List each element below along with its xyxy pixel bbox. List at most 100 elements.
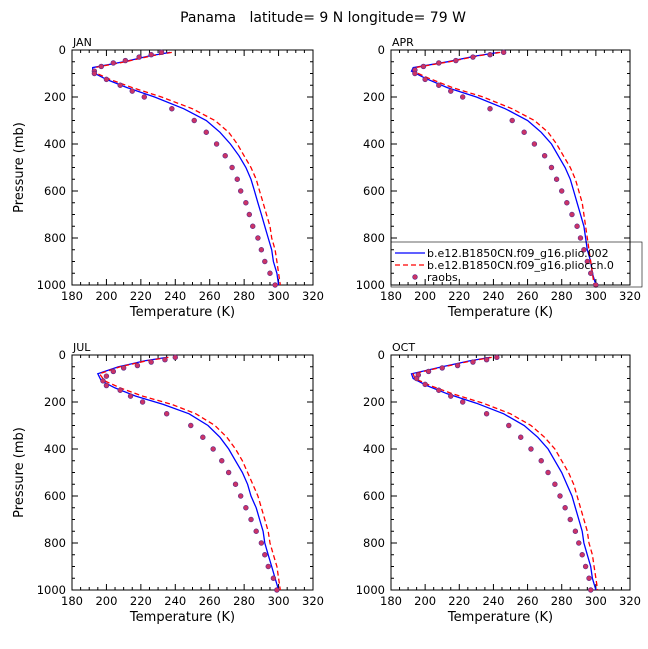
x-tick-label: 260 <box>199 289 221 303</box>
y-tick-label: 200 <box>44 90 66 104</box>
data-point <box>148 51 154 58</box>
y-tick-label: 0 <box>378 348 385 362</box>
data-point <box>448 88 454 94</box>
data-point <box>548 164 555 171</box>
y-tick-label: 0 <box>378 43 385 57</box>
data-point <box>234 176 240 182</box>
data-point <box>557 493 563 499</box>
plot-frame <box>71 49 314 286</box>
data-point <box>586 575 592 581</box>
data-point <box>470 54 476 60</box>
data-point <box>553 176 560 182</box>
data-point <box>483 411 490 417</box>
data-point <box>448 393 454 399</box>
data-point <box>541 153 548 159</box>
x-tick-label: 240 <box>164 289 186 303</box>
data-point <box>258 540 265 546</box>
series-raobs <box>413 354 594 593</box>
data-point <box>191 117 197 124</box>
data-point <box>470 359 476 365</box>
y-axis-label: Pressure (mb) <box>12 427 27 518</box>
data-point <box>100 378 106 384</box>
y-tick-label: 1000 <box>37 583 66 597</box>
x-tick-label: 180 <box>380 594 402 608</box>
data-point <box>422 76 428 83</box>
series-raobs <box>412 49 599 288</box>
x-tick-label: 320 <box>302 594 324 608</box>
data-point <box>229 164 235 171</box>
y-tick-label: 600 <box>44 489 66 503</box>
y-tick-label: 400 <box>44 442 66 456</box>
data-point <box>110 368 117 375</box>
data-point <box>436 82 442 88</box>
data-point <box>564 200 570 206</box>
panel-jul: JUL 180 200 220 240 260 280 300 320 0 200 400 600 800… <box>12 341 324 625</box>
y-tick-label: 200 <box>44 395 66 409</box>
x-tick-label: 200 <box>95 594 117 608</box>
y-tick-label: 800 <box>44 536 66 550</box>
data-point <box>572 528 579 534</box>
x-tick-label: 240 <box>482 594 504 608</box>
panel-label: JAN <box>72 36 92 49</box>
data-point <box>436 387 442 393</box>
data-point <box>139 399 146 405</box>
y-tick-label: 200 <box>363 395 385 409</box>
y-tick-label: 400 <box>44 137 66 151</box>
data-point <box>460 399 466 405</box>
y-tick-label: 800 <box>363 536 385 550</box>
x-tick-label: 300 <box>585 594 607 608</box>
data-point <box>579 552 585 558</box>
data-point <box>117 387 123 393</box>
x-tick-label: 200 <box>414 594 436 608</box>
x-tick-label: 220 <box>448 594 470 608</box>
data-point <box>518 434 524 440</box>
data-point <box>262 258 268 265</box>
data-point <box>569 211 575 218</box>
data-point <box>136 54 142 60</box>
data-point <box>422 381 428 388</box>
series-line-pliocch <box>412 356 599 591</box>
data-point <box>412 70 418 77</box>
x-tick-label: 180 <box>61 594 83 608</box>
data-point <box>262 552 268 558</box>
data-point <box>188 422 194 429</box>
data-point <box>272 282 278 288</box>
x-tick-label: 260 <box>517 289 539 303</box>
legend-marker <box>412 274 418 280</box>
y-tick-label: 400 <box>363 442 385 456</box>
data-point <box>454 362 461 369</box>
figure-title: Panama latitude= 9 N longitude= 79 W <box>180 10 466 26</box>
data-point <box>103 373 110 379</box>
data-point <box>120 365 127 371</box>
data-point <box>148 359 154 365</box>
y-axis-label: Pressure (mb) <box>12 122 27 213</box>
data-point <box>243 505 249 511</box>
data-point <box>500 49 507 56</box>
data-point <box>562 505 568 511</box>
x-tick-label: 280 <box>551 594 573 608</box>
data-point <box>258 247 265 253</box>
data-point <box>141 94 148 100</box>
x-tick-label: 180 <box>380 289 402 303</box>
x-tick-label: 180 <box>61 289 83 303</box>
data-point <box>588 587 594 593</box>
data-point <box>210 446 216 452</box>
data-point <box>200 434 206 440</box>
x-tick-label: 220 <box>130 289 152 303</box>
y-tick-label: 600 <box>44 184 66 198</box>
x-tick-label: 280 <box>551 289 573 303</box>
data-point <box>581 247 587 253</box>
data-point <box>436 60 442 66</box>
x-tick-label: 200 <box>414 289 436 303</box>
data-point <box>265 563 271 570</box>
data-point <box>158 49 165 56</box>
data-point <box>413 375 420 382</box>
data-point <box>588 270 594 276</box>
plot-frame <box>71 354 314 591</box>
data-point <box>232 481 239 487</box>
data-point <box>238 188 244 194</box>
data-point <box>274 587 280 593</box>
x-axis-label: Temperature (K) <box>129 610 235 625</box>
data-point <box>506 422 512 429</box>
